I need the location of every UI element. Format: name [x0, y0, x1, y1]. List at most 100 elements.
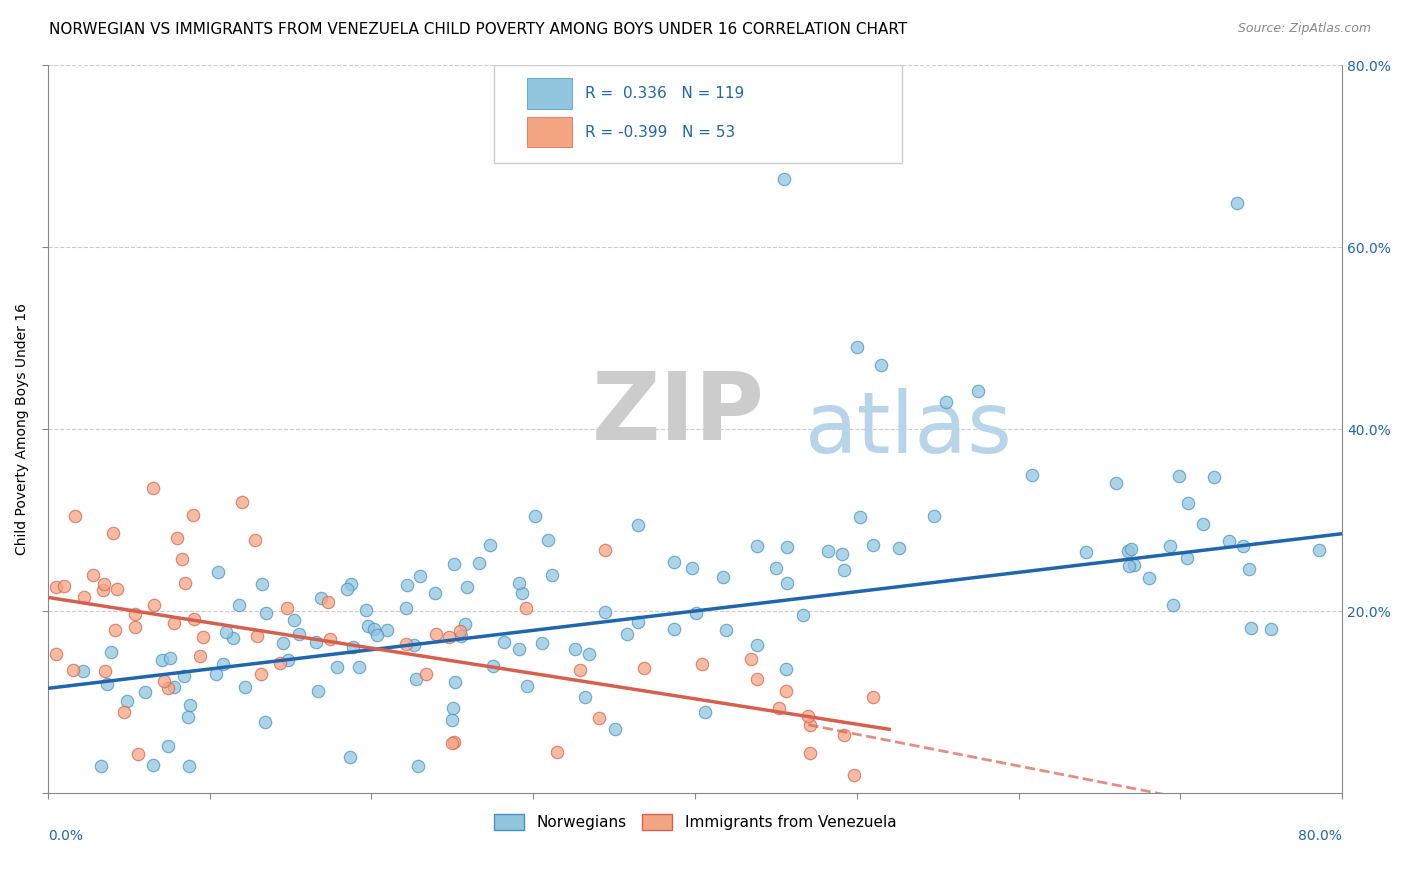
Point: [537, 533, 560, 547]
Point: [1159, 539, 1181, 553]
Point: [112, 705, 135, 719]
Point: [468, 556, 491, 570]
Point: [574, 690, 596, 704]
Point: [799, 718, 821, 732]
Point: [588, 711, 610, 725]
Point: [1122, 558, 1144, 573]
Point: [862, 690, 884, 705]
Point: [152, 674, 174, 689]
FancyBboxPatch shape: [527, 78, 572, 109]
Point: [142, 758, 165, 772]
Point: [143, 598, 166, 612]
Point: [797, 708, 820, 723]
Point: [1308, 543, 1330, 558]
Point: [454, 616, 477, 631]
Point: [90, 758, 112, 772]
FancyBboxPatch shape: [495, 65, 903, 163]
Point: [508, 642, 530, 657]
Point: [776, 576, 799, 591]
Text: NORWEGIAN VS IMMIGRANTS FROM VENEZUELA CHILD POVERTY AMONG BOYS UNDER 16 CORRELA: NORWEGIAN VS IMMIGRANTS FROM VENEZUELA C…: [49, 22, 907, 37]
Point: [444, 674, 467, 689]
Point: [745, 673, 768, 687]
Point: [271, 636, 294, 650]
Point: [831, 547, 853, 561]
Point: [1118, 544, 1140, 558]
Point: [603, 722, 626, 736]
Point: [45, 647, 67, 661]
Point: [336, 582, 359, 596]
Point: [1202, 469, 1225, 483]
Point: [177, 709, 200, 723]
Point: [82, 568, 104, 582]
Point: [254, 606, 277, 620]
Point: [316, 595, 339, 609]
Point: [510, 586, 533, 600]
Point: [288, 626, 311, 640]
Point: [482, 659, 505, 673]
Point: [441, 713, 464, 727]
Point: [104, 623, 127, 637]
Point: [685, 606, 707, 620]
Point: [662, 555, 685, 569]
Point: [105, 582, 128, 596]
Point: [768, 700, 790, 714]
Point: [1218, 534, 1240, 549]
Point: [967, 384, 990, 398]
Point: [740, 652, 762, 666]
Point: [569, 664, 592, 678]
Point: [834, 728, 856, 742]
Point: [96, 677, 118, 691]
FancyBboxPatch shape: [527, 117, 572, 147]
Point: [530, 636, 553, 650]
Point: [441, 736, 464, 750]
Point: [115, 693, 138, 707]
Point: [593, 605, 616, 619]
Point: [375, 623, 398, 637]
Point: [775, 662, 797, 676]
Point: [205, 666, 228, 681]
Point: [326, 660, 349, 674]
Point: [221, 632, 243, 646]
Point: [745, 539, 768, 553]
Point: [450, 629, 472, 643]
Point: [191, 630, 214, 644]
Point: [150, 652, 173, 666]
Point: [425, 626, 447, 640]
Point: [277, 653, 299, 667]
Point: [546, 745, 568, 759]
Text: 0.0%: 0.0%: [48, 830, 83, 843]
Point: [166, 531, 188, 545]
Point: [173, 669, 195, 683]
Point: [159, 651, 181, 665]
Point: [849, 509, 872, 524]
Point: [100, 645, 122, 659]
Y-axis label: Child Poverty Among Boys Under 16: Child Poverty Among Boys Under 16: [15, 303, 30, 555]
Point: [714, 623, 737, 637]
Point: [395, 637, 418, 651]
Point: [593, 543, 616, 558]
Point: [1161, 598, 1184, 612]
Point: [1177, 496, 1199, 510]
Point: [163, 615, 186, 630]
Point: [516, 679, 538, 693]
Point: [1118, 559, 1140, 574]
Point: [307, 684, 329, 698]
Point: [53, 578, 76, 592]
Point: [269, 656, 291, 670]
Point: [177, 758, 200, 772]
Point: [633, 661, 655, 675]
Point: [449, 624, 471, 638]
Point: [423, 586, 446, 600]
Point: [101, 525, 124, 540]
Point: [134, 685, 156, 699]
Point: [246, 629, 269, 643]
Point: [73, 590, 96, 604]
Point: [889, 541, 911, 555]
Point: [63, 508, 86, 523]
Point: [776, 540, 799, 554]
Point: [922, 508, 945, 523]
Point: [616, 627, 638, 641]
Point: [157, 739, 180, 754]
Point: [228, 599, 250, 613]
Point: [127, 747, 149, 761]
